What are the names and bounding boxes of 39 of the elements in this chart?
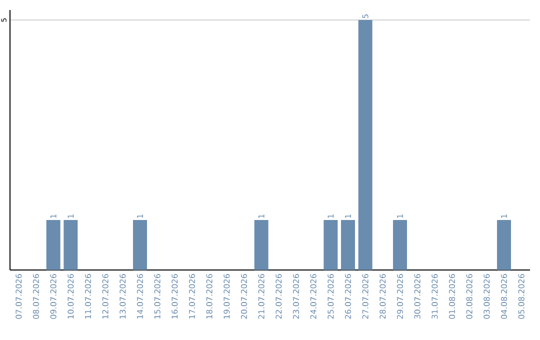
x-tick-label: 29.07.2026 <box>396 274 404 319</box>
x-tick-label: 22.07.2026 <box>276 274 282 319</box>
data-label: 1 <box>258 214 264 218</box>
x-tick-label: 17.07.2026 <box>188 274 196 318</box>
x-tick-label: 28.07.2026 <box>380 274 386 319</box>
x-tick-label: 16.07.2026 <box>172 274 178 318</box>
data-label: 1 <box>68 214 74 218</box>
data-label: 1 <box>137 214 143 218</box>
x-tick-label: 01.08.2026 <box>448 274 456 319</box>
x-tick-label: 25.07.2026 <box>328 274 334 319</box>
x-tick-label: 10.07.2026 <box>68 274 74 318</box>
data-label: 1 <box>397 214 403 218</box>
x-tick-label: 31.07.2026 <box>432 274 438 319</box>
x-tick-label: 19.07.2026 <box>224 274 230 318</box>
x-tick-label: 30.07.2026 <box>414 274 420 319</box>
x-tick-label: 23.07.2026 <box>292 274 300 319</box>
x-tick-label: 07.07.2026 <box>16 274 22 319</box>
x-tick-label: 13.07.2026 <box>120 274 126 318</box>
data-label: 1 <box>50 214 56 218</box>
x-tick-label: 03.08.2026 <box>484 274 490 319</box>
x-tick-label: 21.07.2026 <box>258 274 264 319</box>
x-tick-label: 09.07.2026 <box>50 274 56 319</box>
x-tick-label: 20.07.2026 <box>240 274 248 319</box>
x-tick-label: 26.07.2026 <box>344 274 352 319</box>
x-tick-label: 05.08.2026 <box>518 274 524 319</box>
x-tick-label: 08.07.2026 <box>32 274 40 319</box>
data-label: 1 <box>501 214 507 218</box>
data-label: 5 <box>362 14 368 18</box>
x-tick-label: 15.07.2026 <box>154 274 160 318</box>
data-label: 1 <box>345 214 351 218</box>
x-tick-label: 02.08.2026 <box>466 274 472 319</box>
x-tick-label: 24.07.2026 <box>310 274 316 319</box>
data-label: 1 <box>328 214 334 218</box>
x-tick-label: 04.08.2026 <box>500 274 508 319</box>
x-tick-label: 12.07.2026 <box>102 274 108 318</box>
x-tick-label: 14.07.2026 <box>136 274 144 318</box>
x-tick-label: 27.07.2026 <box>362 274 368 319</box>
x-tick-label: 11.07.2026 <box>84 274 92 318</box>
x-tick-label: 18.07.2026 <box>206 274 212 318</box>
